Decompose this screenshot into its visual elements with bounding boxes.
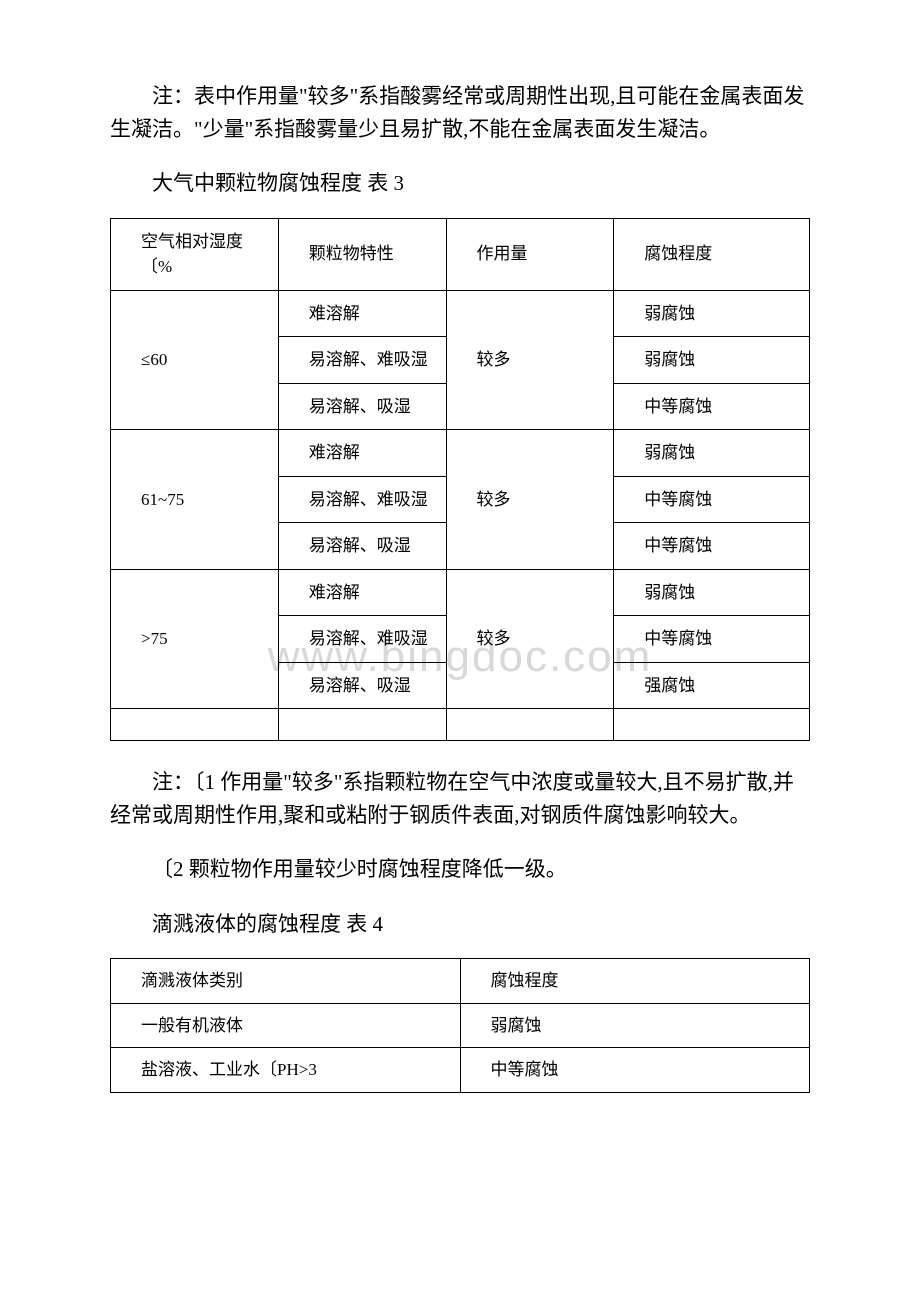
table-cell: 中等腐蚀: [614, 616, 810, 663]
table-header: 腐蚀程度: [614, 218, 810, 290]
table-cell: 弱腐蚀: [614, 430, 810, 477]
table-4: 滴溅液体类别 腐蚀程度 一般有机液体 弱腐蚀 盐溶液、工业水〔PH>3 中等腐蚀: [110, 958, 810, 1093]
table-cell: 中等腐蚀: [614, 523, 810, 570]
table-cell: 中等腐蚀: [614, 383, 810, 430]
table-header: 腐蚀程度: [460, 959, 810, 1004]
table-cell: 易溶解、难吸湿: [278, 476, 446, 523]
table-cell: [446, 709, 614, 741]
table-cell: 一般有机液体: [111, 1003, 461, 1048]
table-row: ≤60 难溶解 较多 弱腐蚀: [111, 290, 810, 337]
table-cell: 易溶解、难吸湿: [278, 616, 446, 663]
table-cell: 较多: [446, 290, 614, 430]
table-row: 61~75 难溶解 较多 弱腐蚀: [111, 430, 810, 477]
table-cell: 较多: [446, 569, 614, 709]
table-header: 滴溅液体类别: [111, 959, 461, 1004]
table3-title: 大气中颗粒物腐蚀程度 表 3: [110, 167, 810, 200]
table-row: 盐溶液、工业水〔PH>3 中等腐蚀: [111, 1048, 810, 1093]
table4-title: 滴溅液体的腐蚀程度 表 4: [110, 908, 810, 941]
table-cell: 易溶解、吸湿: [278, 383, 446, 430]
table-cell: 弱腐蚀: [614, 337, 810, 384]
table-cell: 难溶解: [278, 430, 446, 477]
table-cell: 盐溶液、工业水〔PH>3: [111, 1048, 461, 1093]
table-cell: 难溶解: [278, 290, 446, 337]
table-cell: 61~75: [111, 430, 279, 570]
table-cell: 强腐蚀: [614, 662, 810, 709]
table-cell: 弱腐蚀: [614, 290, 810, 337]
table-cell: [614, 709, 810, 741]
table-cell: ≤60: [111, 290, 279, 430]
table-cell: 弱腐蚀: [614, 569, 810, 616]
table-header: 颗粒物特性: [278, 218, 446, 290]
table-cell: [278, 709, 446, 741]
table-cell: 易溶解、吸湿: [278, 523, 446, 570]
table-cell: 中等腐蚀: [614, 476, 810, 523]
table-cell: 难溶解: [278, 569, 446, 616]
table-cell: 弱腐蚀: [460, 1003, 810, 1048]
note-paragraph-2: 注：〔1 作用量"较多"系指颗粒物在空气中浓度或量较大,且不易扩散,并经常或周期…: [110, 766, 810, 831]
table-cell: 中等腐蚀: [460, 1048, 810, 1093]
table-row: [111, 709, 810, 741]
table-cell: 较多: [446, 430, 614, 570]
table-row: 空气相对湿度〔% 颗粒物特性 作用量 腐蚀程度: [111, 218, 810, 290]
table-row: 一般有机液体 弱腐蚀: [111, 1003, 810, 1048]
table-header: 空气相对湿度〔%: [111, 218, 279, 290]
table-header: 作用量: [446, 218, 614, 290]
table-cell: [111, 709, 279, 741]
table-row: 滴溅液体类别 腐蚀程度: [111, 959, 810, 1004]
note-paragraph-1: 注：表中作用量"较多"系指酸雾经常或周期性出现,且可能在金属表面发生凝洁。"少量…: [110, 80, 810, 145]
note-paragraph-3: 〔2 颗粒物作用量较少时腐蚀程度降低一级。: [110, 853, 810, 886]
table-cell: 易溶解、难吸湿: [278, 337, 446, 384]
table-cell: 易溶解、吸湿: [278, 662, 446, 709]
table-3: 空气相对湿度〔% 颗粒物特性 作用量 腐蚀程度 ≤60 难溶解 较多 弱腐蚀 易…: [110, 218, 810, 742]
table-cell: >75: [111, 569, 279, 709]
table-row: >75 难溶解 较多 弱腐蚀: [111, 569, 810, 616]
